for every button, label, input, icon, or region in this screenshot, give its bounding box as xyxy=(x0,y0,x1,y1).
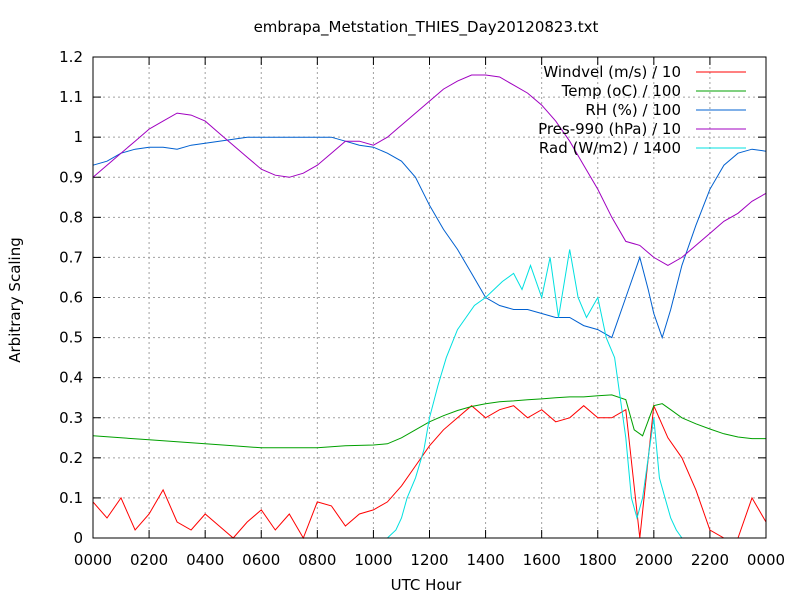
x-tick-label: 0600 xyxy=(242,551,280,569)
y-tick-label: 0.3 xyxy=(59,409,83,427)
x-tick-label: 1800 xyxy=(579,551,617,569)
x-tick-label: 0800 xyxy=(298,551,336,569)
series-line-1 xyxy=(92,394,766,449)
legend-label-3: Pres-990 (hPa) / 10 xyxy=(538,120,681,138)
plot-border xyxy=(92,56,767,539)
legend-label-1: Temp (oC) / 100 xyxy=(561,82,681,100)
y-tick-label: 0.6 xyxy=(59,289,83,307)
y-tick-label: 0.4 xyxy=(59,369,83,387)
x-tick-label: 2000 xyxy=(635,551,673,569)
y-tick-label: 0.7 xyxy=(59,248,83,266)
y-tick-label: 0.8 xyxy=(59,208,83,226)
x-tick-label: 0000 xyxy=(74,551,112,569)
legend-label-2: RH (%) / 100 xyxy=(585,101,681,119)
x-tick-label: 1400 xyxy=(466,551,504,569)
x-tick-label: 2200 xyxy=(691,551,729,569)
y-tick-label: 0.2 xyxy=(59,449,83,467)
series-lines xyxy=(92,74,767,540)
x-tick-label: 0200 xyxy=(130,551,168,569)
legend-label-4: Rad (W/m2) / 1400 xyxy=(539,139,681,157)
y-tick-labels: 0 0.1 0.2 0.3 0.4 0.5 0.6 0.7 0.8 0.9 1 1.1 1.2 xyxy=(59,48,83,547)
x-tick-label: 1200 xyxy=(410,551,448,569)
x-tick-label: 0400 xyxy=(186,551,224,569)
x-tick-label: 1600 xyxy=(523,551,561,569)
x-tick-label: 1000 xyxy=(354,551,392,569)
y-tick-label: 0.9 xyxy=(59,168,83,186)
chart-title: embrapa_Metstation_THIES_Day20120823.txt xyxy=(254,18,599,37)
x-axis-label: UTC Hour xyxy=(391,576,462,594)
x-tick-label: 0000 xyxy=(747,551,785,569)
legend-label-0: Windvel (m/s) / 10 xyxy=(543,63,681,81)
series-line-3 xyxy=(92,74,767,266)
series-line-2 xyxy=(92,136,767,340)
x-tick-labels: 0000 0200 0400 0600 0800 1000 1200 1400 1600 1800… xyxy=(74,551,785,569)
y-tick-label: 1.2 xyxy=(59,48,83,66)
y-axis-label: Arbitrary Scaling xyxy=(6,237,24,363)
series-line-4 xyxy=(93,249,766,539)
y-tick-label: 0.1 xyxy=(59,489,83,507)
y-tick-label: 1.1 xyxy=(59,88,83,106)
y-tick-label: 1 xyxy=(73,128,83,146)
y-tick-label: 0.5 xyxy=(59,329,83,347)
y-tick-label: 0 xyxy=(73,529,83,547)
